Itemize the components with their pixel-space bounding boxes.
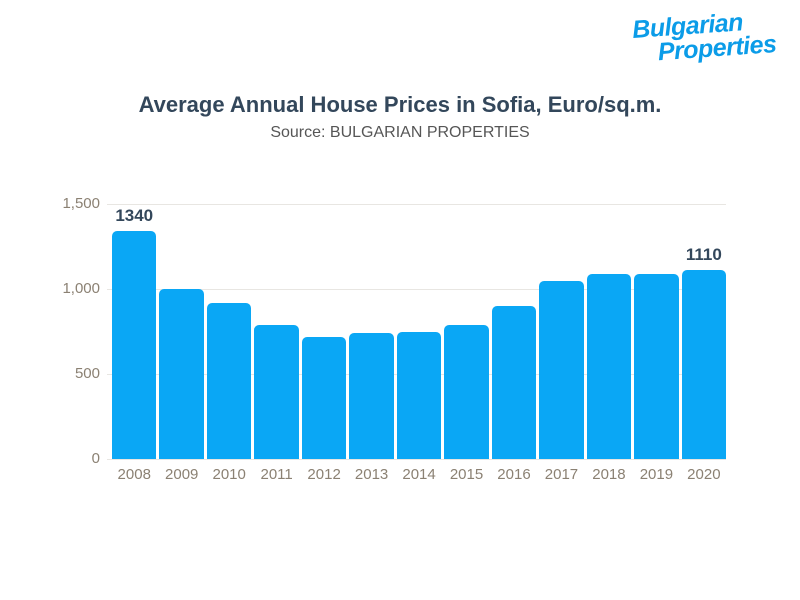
bar-chart-plot-area: 1340 1110 — [107, 204, 727, 460]
bar-2008 — [112, 231, 157, 459]
y-tick-500: 500 — [74, 365, 100, 382]
bar-2014 — [396, 332, 442, 459]
x-tick-2015: 2015 — [449, 466, 484, 483]
bar-2012 — [301, 336, 347, 459]
bar-slot-2011 — [254, 324, 299, 459]
chart-subtitle: Source: BULGARIAN PROPERTIES — [270, 124, 530, 141]
bar-slot-2018 — [586, 273, 632, 459]
x-tick-2010: 2010 — [212, 466, 246, 483]
y-tick-0: 0 — [91, 450, 100, 467]
bar-2013 — [349, 333, 394, 459]
bar-2011 — [254, 324, 299, 459]
brand-logo-line2: Properties — [657, 29, 778, 66]
bar-series: 1340 1110 — [112, 204, 727, 459]
x-tick-2012: 2012 — [307, 466, 341, 483]
x-tick-2017: 2017 — [544, 466, 579, 483]
bar-slot-2017 — [539, 280, 584, 459]
bar-slot-2008: 1340 — [112, 206, 157, 459]
brand-logo: Bulgarian Properties — [632, 8, 778, 66]
bar-2019 — [634, 273, 679, 459]
x-tick-2019: 2019 — [639, 466, 674, 483]
bar-2010 — [206, 302, 252, 459]
x-tick-2020: 2020 — [687, 466, 721, 483]
bar-slot-2016 — [491, 306, 537, 459]
bar-2020 — [681, 270, 727, 459]
gridline-1,000 — [107, 289, 726, 290]
x-tick-2011: 2011 — [260, 466, 293, 483]
x-axis-labels: 2008 2009 2010 2011 2012 2013 2014 2015 2016 2017… — [112, 466, 726, 483]
bar-slot-2015 — [444, 324, 489, 459]
x-tick-2014: 2014 — [402, 466, 436, 483]
bar-2016 — [491, 306, 537, 459]
gridline-0 — [107, 459, 726, 460]
bar-slot-2010 — [206, 302, 252, 459]
chart-title: Average Annual House Prices in Sofia, Eu… — [138, 92, 662, 117]
y-tick-1,000: 1,000 — [62, 280, 100, 297]
x-tick-2013: 2013 — [354, 466, 389, 483]
bar-2015 — [444, 324, 489, 459]
bar-2017 — [539, 280, 584, 459]
y-tick-1,500: 1,500 — [62, 195, 100, 212]
bar-slot-2014 — [396, 332, 442, 459]
x-tick-2008: 2008 — [117, 466, 151, 483]
x-tick-2016: 2016 — [497, 466, 531, 483]
x-tick-2009: 2009 — [165, 466, 199, 483]
bar-slot-2013 — [349, 333, 394, 459]
bar-2018 — [586, 273, 632, 459]
bar-slot-2009 — [159, 289, 204, 459]
x-tick-2018: 2018 — [592, 466, 626, 483]
bar-2009 — [159, 289, 204, 459]
bar-slot-2019 — [634, 273, 679, 459]
bar-slot-2012 — [301, 336, 347, 459]
gridline-1,500 — [107, 204, 726, 205]
data-label-2020: 1110 — [685, 245, 722, 265]
data-label-2008: 1340 — [115, 206, 154, 226]
bar-slot-2020: 1110 — [681, 245, 727, 459]
